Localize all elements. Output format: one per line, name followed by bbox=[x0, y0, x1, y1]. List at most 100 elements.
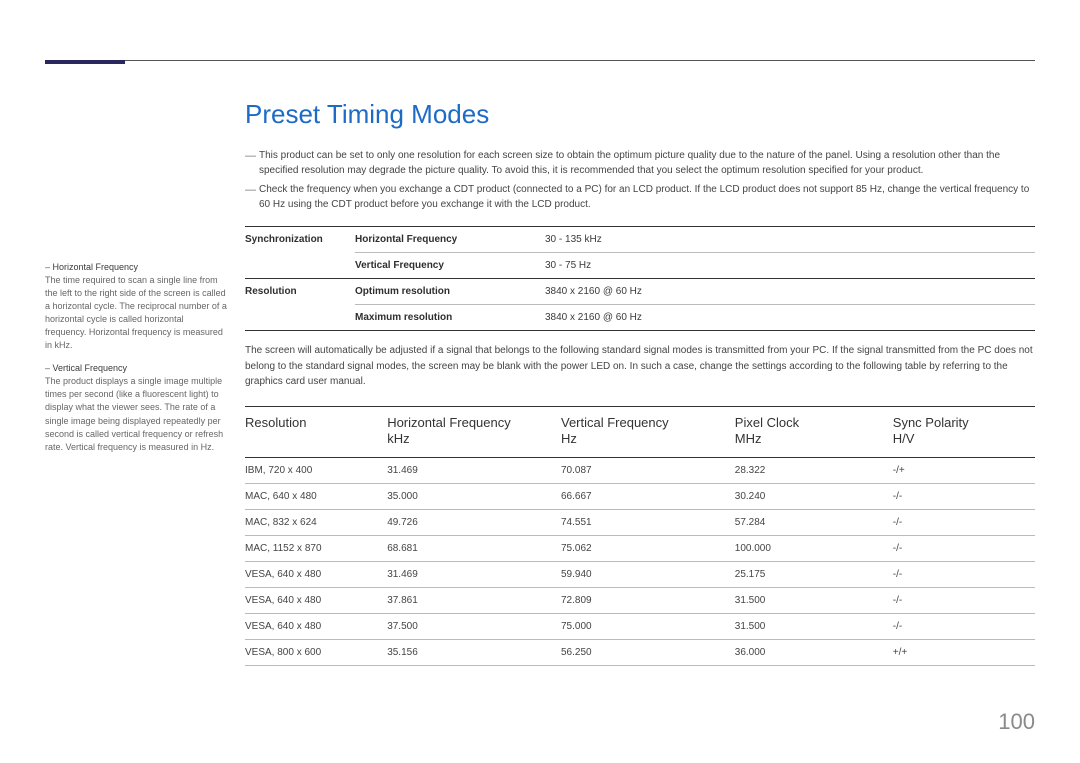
table-cell: -/- bbox=[893, 562, 1035, 588]
col-header: Pixel Clock MHz bbox=[735, 406, 893, 458]
page-title: Preset Timing Modes bbox=[245, 99, 1035, 130]
table-cell: MAC, 1152 x 870 bbox=[245, 536, 387, 562]
table-cell: -/- bbox=[893, 484, 1035, 510]
table-cell: 36.000 bbox=[735, 640, 893, 666]
table-row: MAC, 640 x 48035.00066.66730.240-/- bbox=[245, 484, 1035, 510]
intro-note: ― Check the frequency when you exchange … bbox=[245, 182, 1035, 212]
sidebar-body: The time required to scan a single line … bbox=[45, 275, 227, 350]
timing-tbody: IBM, 720 x 40031.46970.08728.322-/+MAC, … bbox=[245, 458, 1035, 666]
header-rule bbox=[49, 60, 1035, 61]
mid-paragraph: The screen will automatically be adjuste… bbox=[245, 343, 1035, 390]
table-cell: 31.469 bbox=[387, 562, 561, 588]
col-header-l1: Vertical Frequency bbox=[561, 415, 669, 430]
sidebar-term: Vertical Frequency bbox=[53, 363, 128, 373]
table-row: VESA, 640 x 48037.50075.00031.500-/- bbox=[245, 614, 1035, 640]
sidebar-body: The product displays a single image mult… bbox=[45, 376, 223, 451]
spec-group bbox=[245, 253, 355, 279]
spec-value: 30 - 135 kHz bbox=[545, 227, 1035, 253]
table-cell: 28.322 bbox=[735, 458, 893, 484]
col-header: Resolution bbox=[245, 406, 387, 458]
table-cell: 31.500 bbox=[735, 588, 893, 614]
col-header: Horizontal Frequency kHz bbox=[387, 406, 561, 458]
spec-summary-table: Synchronization Horizontal Frequency 30 … bbox=[245, 226, 1035, 331]
table-cell: 30.240 bbox=[735, 484, 893, 510]
table-cell: MAC, 640 x 480 bbox=[245, 484, 387, 510]
table-cell: 31.500 bbox=[735, 614, 893, 640]
table-row: Synchronization Horizontal Frequency 30 … bbox=[245, 227, 1035, 253]
table-cell: 37.861 bbox=[387, 588, 561, 614]
header-accent-bar bbox=[45, 60, 125, 64]
table-cell: MAC, 832 x 624 bbox=[245, 510, 387, 536]
col-header-l2: Hz bbox=[561, 431, 577, 446]
intro-note: ― This product can be set to only one re… bbox=[245, 148, 1035, 178]
table-row: MAC, 1152 x 87068.68175.062100.000-/- bbox=[245, 536, 1035, 562]
spec-group bbox=[245, 305, 355, 331]
table-row: IBM, 720 x 40031.46970.08728.322-/+ bbox=[245, 458, 1035, 484]
table-row: VESA, 640 x 48037.86172.80931.500-/- bbox=[245, 588, 1035, 614]
table-row: VESA, 640 x 48031.46959.94025.175-/- bbox=[245, 562, 1035, 588]
main-content: Preset Timing Modes ― This product can b… bbox=[245, 101, 1035, 666]
table-cell: 70.087 bbox=[561, 458, 735, 484]
intro-note-text: This product can be set to only one reso… bbox=[259, 148, 1035, 178]
table-cell: 59.940 bbox=[561, 562, 735, 588]
col-header-l2: H/V bbox=[893, 431, 915, 446]
spec-label: Horizontal Frequency bbox=[355, 227, 545, 253]
spec-value: 30 - 75 Hz bbox=[545, 253, 1035, 279]
col-header-l2: kHz bbox=[387, 431, 409, 446]
table-header-row: Resolution Horizontal Frequency kHz Vert… bbox=[245, 406, 1035, 458]
table-row: MAC, 832 x 62449.72674.55157.284-/- bbox=[245, 510, 1035, 536]
spec-value: 3840 x 2160 @ 60 Hz bbox=[545, 279, 1035, 305]
table-cell: -/- bbox=[893, 510, 1035, 536]
table-cell: 72.809 bbox=[561, 588, 735, 614]
col-header-l1: Horizontal Frequency bbox=[387, 415, 511, 430]
spec-group: Resolution bbox=[245, 279, 355, 305]
table-cell: -/+ bbox=[893, 458, 1035, 484]
table-cell: -/- bbox=[893, 614, 1035, 640]
spec-value: 3840 x 2160 @ 60 Hz bbox=[545, 305, 1035, 331]
table-cell: 56.250 bbox=[561, 640, 735, 666]
table-cell: 35.000 bbox=[387, 484, 561, 510]
intro-notes: ― This product can be set to only one re… bbox=[245, 148, 1035, 212]
table-cell: 31.469 bbox=[387, 458, 561, 484]
dash-icon: ― bbox=[245, 182, 259, 212]
table-cell: 25.175 bbox=[735, 562, 893, 588]
page-number: 100 bbox=[998, 709, 1035, 735]
table-cell: +/+ bbox=[893, 640, 1035, 666]
table-cell: VESA, 640 x 480 bbox=[245, 562, 387, 588]
table-cell: 66.667 bbox=[561, 484, 735, 510]
table-cell: 68.681 bbox=[387, 536, 561, 562]
table-cell: -/- bbox=[893, 588, 1035, 614]
spec-label: Maximum resolution bbox=[355, 305, 545, 331]
col-header-l1: Resolution bbox=[245, 415, 306, 430]
table-row: Resolution Optimum resolution 3840 x 216… bbox=[245, 279, 1035, 305]
table-cell: IBM, 720 x 400 bbox=[245, 458, 387, 484]
table-cell: 75.000 bbox=[561, 614, 735, 640]
table-cell: 75.062 bbox=[561, 536, 735, 562]
table-cell: 35.156 bbox=[387, 640, 561, 666]
table-cell: -/- bbox=[893, 536, 1035, 562]
spec-label: Optimum resolution bbox=[355, 279, 545, 305]
table-cell: 74.551 bbox=[561, 510, 735, 536]
table-cell: VESA, 640 x 480 bbox=[245, 614, 387, 640]
manual-page: – Horizontal Frequency The time required… bbox=[0, 0, 1080, 763]
two-column-layout: – Horizontal Frequency The time required… bbox=[45, 101, 1035, 666]
table-cell: 49.726 bbox=[387, 510, 561, 536]
spec-label: Vertical Frequency bbox=[355, 253, 545, 279]
table-row: Maximum resolution 3840 x 2160 @ 60 Hz bbox=[245, 305, 1035, 331]
sidebar-note: – Vertical Frequency The product display… bbox=[45, 362, 227, 453]
col-header-l1: Pixel Clock bbox=[735, 415, 799, 430]
timing-modes-table: Resolution Horizontal Frequency kHz Vert… bbox=[245, 406, 1035, 667]
col-header: Vertical Frequency Hz bbox=[561, 406, 735, 458]
table-cell: 57.284 bbox=[735, 510, 893, 536]
table-cell: VESA, 800 x 600 bbox=[245, 640, 387, 666]
table-cell: 37.500 bbox=[387, 614, 561, 640]
col-header-l1: Sync Polarity bbox=[893, 415, 969, 430]
table-rule-end bbox=[245, 331, 1035, 332]
table-row: Vertical Frequency 30 - 75 Hz bbox=[245, 253, 1035, 279]
intro-note-text: Check the frequency when you exchange a … bbox=[259, 182, 1035, 212]
table-cell: 100.000 bbox=[735, 536, 893, 562]
table-cell: VESA, 640 x 480 bbox=[245, 588, 387, 614]
col-header: Sync Polarity H/V bbox=[893, 406, 1035, 458]
spec-group: Synchronization bbox=[245, 227, 355, 253]
sidebar-note: – Horizontal Frequency The time required… bbox=[45, 261, 227, 352]
